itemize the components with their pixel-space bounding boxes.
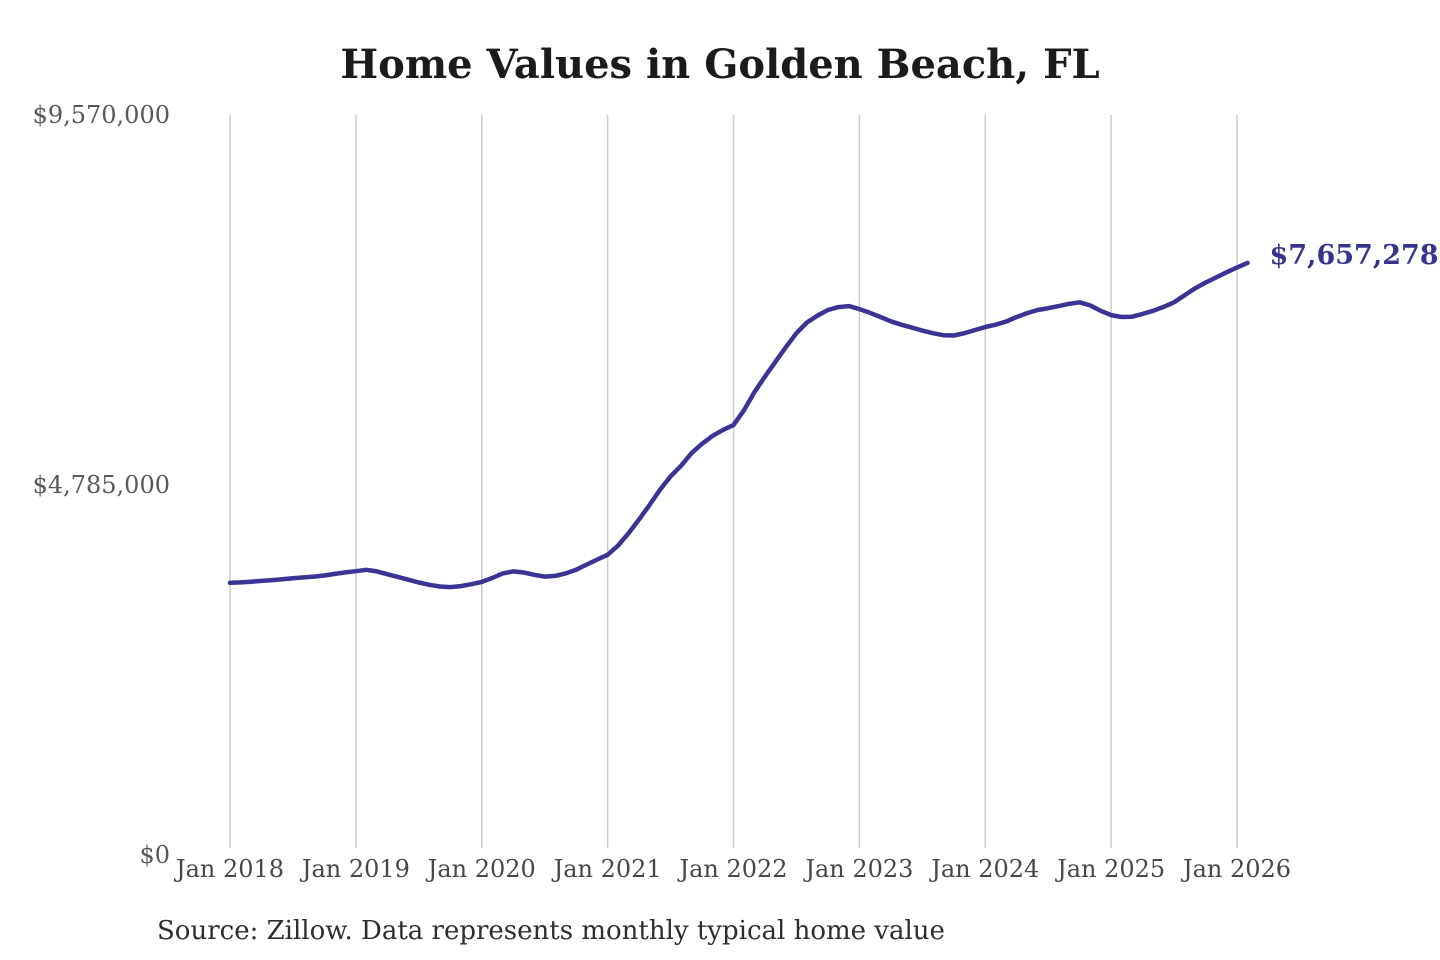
- x-tick-label: Jan 2021: [553, 855, 662, 883]
- y-tick-label: $4,785,000: [32, 471, 170, 499]
- x-tick-label: Jan 2019: [301, 855, 410, 883]
- x-tick-label: Jan 2018: [175, 855, 285, 883]
- y-tick-label: $0: [139, 841, 170, 869]
- chart-title: Home Values in Golden Beach, FL: [340, 41, 1100, 88]
- x-tick-label: Jan 2020: [427, 855, 536, 883]
- y-tick-label: $9,570,000: [32, 101, 170, 129]
- x-tick-label: Jan 2022: [679, 855, 788, 883]
- home-value-line: [227, 260, 1250, 590]
- x-tick-label: Jan 2023: [805, 855, 914, 883]
- source-note: Source: Zillow. Data represents monthly …: [157, 916, 945, 946]
- x-tick-label: Jan 2024: [931, 855, 1040, 883]
- gridlines: [229, 115, 1238, 848]
- x-tick-label: Jan 2026: [1182, 855, 1292, 883]
- x-tick-label: Jan 2025: [1057, 855, 1166, 883]
- latest-value-label: $7,657,278: [1269, 239, 1439, 271]
